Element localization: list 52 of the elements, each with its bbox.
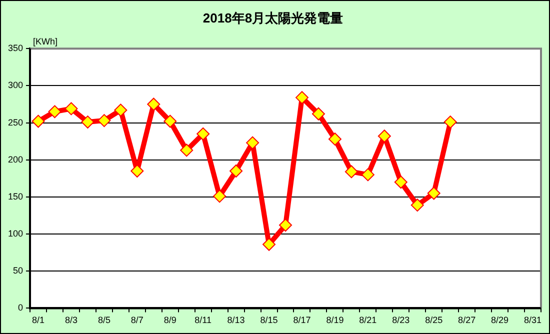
point [81,116,94,129]
y-tick-label: 50 [13,266,24,276]
point [312,107,325,120]
point [295,91,308,104]
x-tick-label: 8/31 [524,315,542,326]
y-tick-label: 100 [8,228,24,239]
y-axis-title: [KWh] [33,36,58,47]
point [427,186,440,200]
x-tick-label: 8/27 [458,315,476,326]
point [344,165,358,178]
point [213,190,226,203]
x-tick-label: 8/9 [164,315,176,326]
x-tick-label: 8/5 [98,315,110,326]
point [196,127,210,140]
y-tick-label: 250 [8,117,24,128]
point [394,176,408,189]
point [378,130,391,143]
point [164,114,177,128]
point [246,136,260,150]
y-tick-label: 0 [18,302,24,313]
point [64,102,78,116]
y-tick-label: 350 [8,43,24,54]
x-tick-label: 8/23 [392,315,410,326]
point [98,114,111,128]
point [361,168,374,182]
point [130,164,144,178]
y-tick-label: 150 [8,191,24,202]
point [279,218,292,232]
y-tick-label: 300 [8,80,24,90]
x-tick-label: 8/13 [227,315,245,326]
x-tick-label: 8/7 [130,315,144,326]
point [32,114,45,128]
x-tick-label: 8/21 [359,315,377,326]
x-tick-label: 8/3 [64,315,78,326]
point [410,198,424,212]
point [180,144,194,157]
y-tick-label: 200 [8,154,24,164]
point [230,164,243,178]
x-tick-label: 8/17 [293,315,311,326]
point [114,104,128,117]
x-tick-label: 8/25 [425,315,443,326]
point [48,105,62,118]
point [444,116,457,129]
x-tick-label: 8/1 [32,315,45,326]
chart-title: 2018年8月太陽光発電量 [202,10,344,26]
x-tick-label: 8/15 [260,315,278,326]
x-tick-label: 8/19 [326,315,344,326]
point [147,98,160,111]
x-tick-label: 8/11 [194,315,212,326]
point [328,132,342,146]
x-tick-label: 8/29 [491,315,509,326]
point [262,238,276,251]
